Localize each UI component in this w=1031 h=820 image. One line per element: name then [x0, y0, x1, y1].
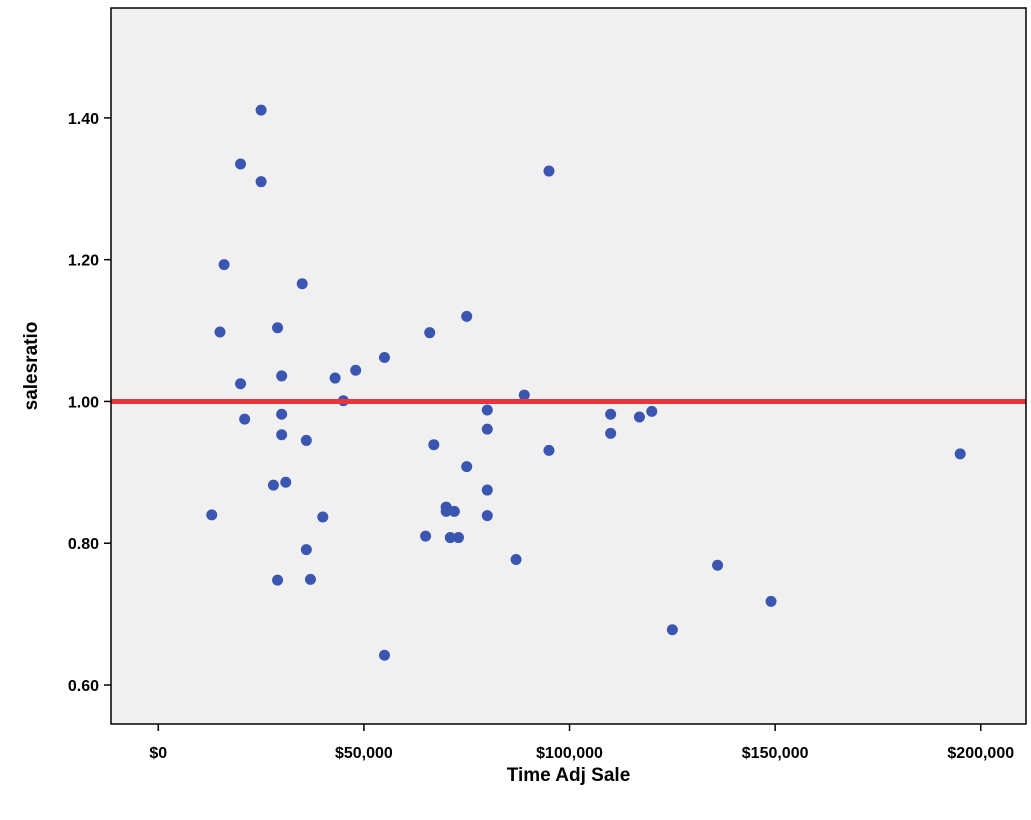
- scatter-point: [235, 158, 247, 170]
- scatter-point: [518, 389, 530, 401]
- scatter-point: [461, 461, 473, 473]
- scatter-point: [280, 476, 292, 488]
- scatter-point: [317, 511, 329, 523]
- y-tick-label: 1.00: [68, 394, 99, 411]
- scatter-point: [255, 176, 267, 188]
- scatter-point: [350, 364, 362, 376]
- scatter-point: [206, 509, 218, 521]
- scatter-point: [448, 505, 460, 517]
- scatter-point: [452, 532, 464, 544]
- scatter-point: [235, 378, 247, 390]
- scatter-point: [276, 370, 288, 382]
- scatter-point: [461, 310, 473, 322]
- scatter-point: [420, 530, 432, 542]
- scatter-point: [712, 559, 724, 571]
- plot-area: [111, 8, 1026, 724]
- scatter-point: [267, 479, 279, 491]
- y-tick-label: 0.60: [68, 678, 99, 695]
- y-tick-label: 1.40: [68, 111, 99, 128]
- x-tick-label: $0: [149, 745, 167, 762]
- scatter-point: [424, 327, 436, 339]
- scatter-point: [214, 326, 226, 338]
- scatter-point: [646, 405, 658, 417]
- scatter-point: [272, 574, 284, 586]
- x-tick-label: $100,000: [536, 745, 603, 762]
- scatter-point: [605, 427, 617, 439]
- y-axis-title: salesratio: [21, 322, 42, 411]
- scatter-point: [255, 104, 267, 116]
- scatter-point: [444, 532, 456, 544]
- scatter-point: [543, 444, 555, 456]
- scatter-point: [605, 408, 617, 420]
- x-tick-label: $200,000: [947, 745, 1014, 762]
- y-tick-label: 0.80: [68, 536, 99, 553]
- data-points: [206, 104, 966, 661]
- x-axis-title: Time Adj Sale: [507, 765, 631, 786]
- scatter-point: [481, 510, 493, 522]
- scatter-point: [218, 259, 230, 271]
- plot-frame: [110, 7, 1027, 725]
- scatter-point: [304, 573, 316, 585]
- scatter-point: [440, 501, 452, 513]
- y-axis-ticks: 0.60 0.80 1.00 1.20 1.40: [68, 111, 111, 695]
- y-tick-label: 1.20: [68, 253, 99, 270]
- scatter-point: [481, 423, 493, 435]
- x-tick-label: $150,000: [742, 745, 809, 762]
- scatter-point: [428, 439, 440, 451]
- scatter-point: [276, 408, 288, 420]
- scatter-point: [765, 595, 777, 607]
- scatter-point: [378, 649, 390, 661]
- scatter-point: [300, 434, 312, 446]
- scatter-point: [633, 411, 645, 423]
- scatter-point: [666, 624, 678, 636]
- x-tick-label: $50,000: [335, 745, 393, 762]
- scatter-point: [543, 165, 555, 177]
- scatter-point: [481, 484, 493, 496]
- scatter-point: [378, 351, 390, 363]
- scatter-point: [276, 429, 288, 441]
- scatter-point: [954, 448, 966, 460]
- scatter-point: [272, 322, 284, 334]
- scatter-point: [329, 372, 341, 384]
- scatter-point: [510, 554, 522, 566]
- scatter-point: [239, 413, 251, 425]
- scatter-point: [481, 404, 493, 416]
- scatter-point: [296, 278, 308, 290]
- scatter-point: [300, 544, 312, 556]
- x-axis-ticks: $0 $50,000 $100,000 $150,000 $200,000: [149, 724, 1014, 762]
